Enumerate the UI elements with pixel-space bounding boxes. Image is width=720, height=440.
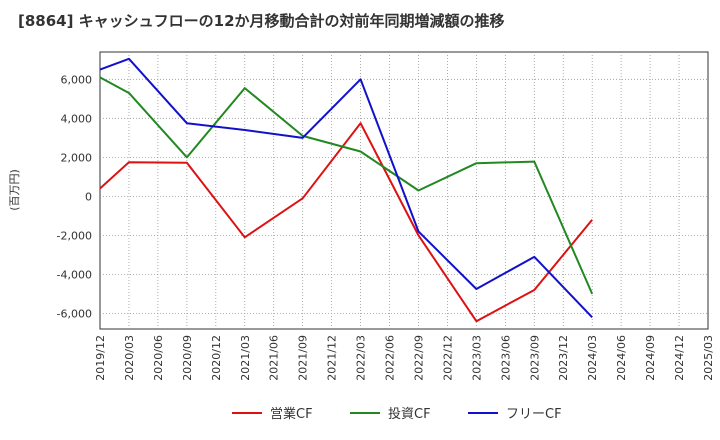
series-line-投資CF bbox=[99, 76, 594, 295]
y-tick-label: -4,000 bbox=[57, 268, 92, 281]
x-tick-label: 2020/09 bbox=[181, 335, 194, 381]
x-tick-label: 2023/06 bbox=[499, 335, 512, 381]
legend: 営業CF 投資CF フリーCF bbox=[232, 406, 562, 422]
x-tick-label: 2020/06 bbox=[152, 335, 165, 381]
y-tick-label: 6,000 bbox=[61, 73, 93, 86]
y-tick-label: -6,000 bbox=[57, 307, 92, 320]
x-tick-label: 2022/03 bbox=[355, 335, 368, 381]
legend-label: フリーCF bbox=[506, 407, 562, 422]
y-tick-label: 2,000 bbox=[61, 151, 93, 164]
legend-label: 営業CF bbox=[270, 406, 313, 422]
x-tick-label: 2023/03 bbox=[470, 335, 483, 381]
x-axis-ticks: 2019/12 2020/03 2020/06 2020/09 2020/12 2021/… bbox=[94, 335, 715, 381]
x-tick-label: 2021/12 bbox=[326, 335, 339, 381]
legend-label: 投資CF bbox=[388, 406, 431, 422]
x-tick-label: 2022/09 bbox=[412, 335, 425, 381]
x-tick-label: 2024/06 bbox=[615, 335, 628, 381]
chart-title: [8864] キャッシュフローの12か月移動合計の対前年同期増減額の推移 bbox=[18, 12, 505, 30]
x-tick-label: 2024/09 bbox=[644, 335, 657, 381]
series-line-フリーCF bbox=[99, 57, 593, 318]
x-tick-label: 2019/12 bbox=[94, 335, 107, 381]
x-tick-label: 2021/06 bbox=[268, 335, 281, 381]
x-tick-label: 2023/12 bbox=[557, 335, 570, 381]
x-tick-label: 2023/09 bbox=[528, 335, 541, 381]
series-line-営業CF bbox=[99, 122, 593, 323]
x-tick-label: 2024/03 bbox=[586, 335, 599, 381]
y-tick-label: 0 bbox=[85, 190, 92, 203]
x-tick-label: 2021/03 bbox=[239, 335, 252, 381]
y-tick-label: -2,000 bbox=[57, 229, 92, 242]
y-tick-label: 4,000 bbox=[61, 112, 93, 125]
x-tick-label: 2020/12 bbox=[210, 335, 223, 381]
y-axis-label: (百万円) bbox=[8, 169, 21, 211]
x-tick-label: 2025/03 bbox=[702, 335, 715, 381]
y-axis-ticks: 6,000 4,000 2,000 0 -2,000 -4,000 -6,000 bbox=[57, 73, 92, 320]
x-tick-label: 2024/12 bbox=[673, 335, 686, 381]
plot-area bbox=[99, 51, 709, 330]
x-tick-label: 2022/12 bbox=[441, 335, 454, 381]
x-tick-label: 2020/03 bbox=[123, 335, 136, 381]
x-tick-label: 2022/06 bbox=[384, 335, 397, 381]
x-tick-label: 2021/09 bbox=[297, 335, 310, 381]
series-lines bbox=[99, 57, 594, 323]
